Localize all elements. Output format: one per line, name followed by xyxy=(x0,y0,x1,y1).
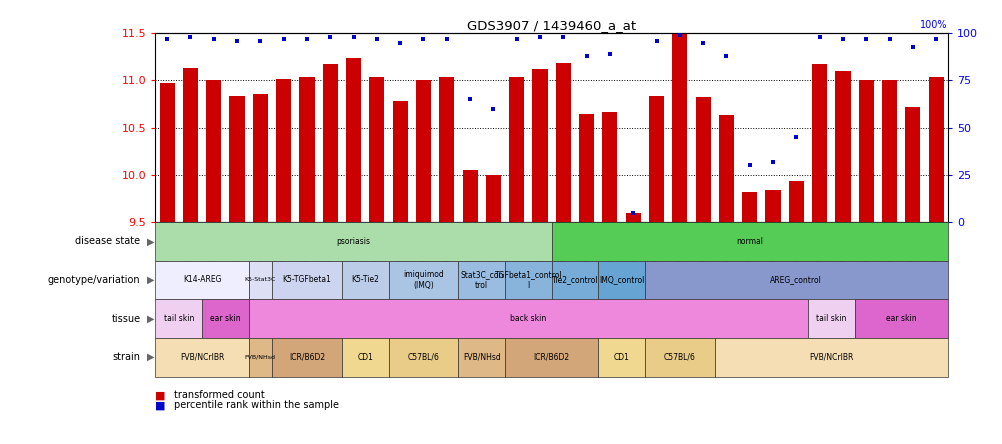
Text: tail skin: tail skin xyxy=(816,314,846,323)
Bar xyxy=(741,192,757,222)
Bar xyxy=(182,68,197,222)
Bar xyxy=(509,77,524,222)
Text: ear skin: ear skin xyxy=(209,314,240,323)
Bar xyxy=(276,79,291,222)
Text: genotype/variation: genotype/variation xyxy=(48,275,140,285)
Bar xyxy=(253,94,268,222)
Text: ■: ■ xyxy=(155,400,165,410)
Text: IMQ_control: IMQ_control xyxy=(598,275,643,285)
Text: ear skin: ear skin xyxy=(885,314,916,323)
Bar xyxy=(765,190,780,222)
Text: back skin: back skin xyxy=(510,314,546,323)
Text: K5-Stat3C: K5-Stat3C xyxy=(244,278,276,282)
Bar xyxy=(578,115,593,222)
Bar xyxy=(159,83,174,222)
Title: GDS3907 / 1439460_a_at: GDS3907 / 1439460_a_at xyxy=(467,19,635,32)
Bar xyxy=(485,175,500,222)
Text: strain: strain xyxy=(112,352,140,362)
Text: ▶: ▶ xyxy=(146,352,154,362)
Bar xyxy=(694,96,710,222)
Text: FVB/NCrIBR: FVB/NCrIBR xyxy=(179,353,224,362)
Bar xyxy=(881,80,896,222)
Text: Stat3C_con
trol: Stat3C_con trol xyxy=(460,270,503,289)
Bar xyxy=(323,64,338,222)
Bar xyxy=(369,77,384,222)
Bar xyxy=(555,63,570,222)
Bar xyxy=(718,115,733,222)
Text: transformed count: transformed count xyxy=(173,390,264,400)
Bar xyxy=(229,95,244,222)
Bar xyxy=(439,77,454,222)
Bar xyxy=(648,95,663,222)
Text: tissue: tissue xyxy=(111,313,140,324)
Bar xyxy=(206,80,221,222)
Text: imiquimod
(IMQ): imiquimod (IMQ) xyxy=(403,270,444,289)
Bar xyxy=(788,182,804,222)
Text: ■: ■ xyxy=(155,390,165,400)
Text: ▶: ▶ xyxy=(146,236,154,246)
Text: percentile rank within the sample: percentile rank within the sample xyxy=(173,400,339,410)
Bar xyxy=(858,80,873,222)
Bar xyxy=(812,64,827,222)
Text: tail skin: tail skin xyxy=(163,314,193,323)
Bar xyxy=(462,170,477,222)
Text: ICR/B6D2: ICR/B6D2 xyxy=(289,353,325,362)
Bar xyxy=(905,107,920,222)
Text: ▶: ▶ xyxy=(146,275,154,285)
Bar xyxy=(671,26,686,222)
Text: psoriasis: psoriasis xyxy=(337,237,370,246)
Text: C57BL/6: C57BL/6 xyxy=(663,353,695,362)
Text: ▶: ▶ xyxy=(146,313,154,324)
Text: FVB/NHsd: FVB/NHsd xyxy=(244,355,276,360)
Text: 100%: 100% xyxy=(920,20,947,31)
Bar xyxy=(416,79,431,222)
Bar xyxy=(532,69,547,222)
Bar xyxy=(346,58,361,222)
Text: K5-Tie2: K5-Tie2 xyxy=(351,275,379,285)
Text: K5-TGFbeta1: K5-TGFbeta1 xyxy=(283,275,331,285)
Text: CD1: CD1 xyxy=(357,353,373,362)
Text: CD1: CD1 xyxy=(613,353,629,362)
Text: normal: normal xyxy=(735,237,763,246)
Text: C57BL/6: C57BL/6 xyxy=(407,353,439,362)
Text: ICR/B6D2: ICR/B6D2 xyxy=(533,353,569,362)
Text: disease state: disease state xyxy=(75,236,140,246)
Bar xyxy=(299,77,315,222)
Bar xyxy=(625,213,640,222)
Text: Tie2_control: Tie2_control xyxy=(551,275,597,285)
Text: AREG_control: AREG_control xyxy=(770,275,822,285)
Bar xyxy=(928,77,943,222)
Bar xyxy=(835,71,850,222)
Bar xyxy=(602,111,617,222)
Text: K14-AREG: K14-AREG xyxy=(182,275,221,285)
Text: FVB/NHsd: FVB/NHsd xyxy=(462,353,500,362)
Text: FVB/NCrIBR: FVB/NCrIBR xyxy=(809,353,853,362)
Text: TGFbeta1_control
l: TGFbeta1_control l xyxy=(494,270,561,289)
Bar xyxy=(392,101,408,222)
